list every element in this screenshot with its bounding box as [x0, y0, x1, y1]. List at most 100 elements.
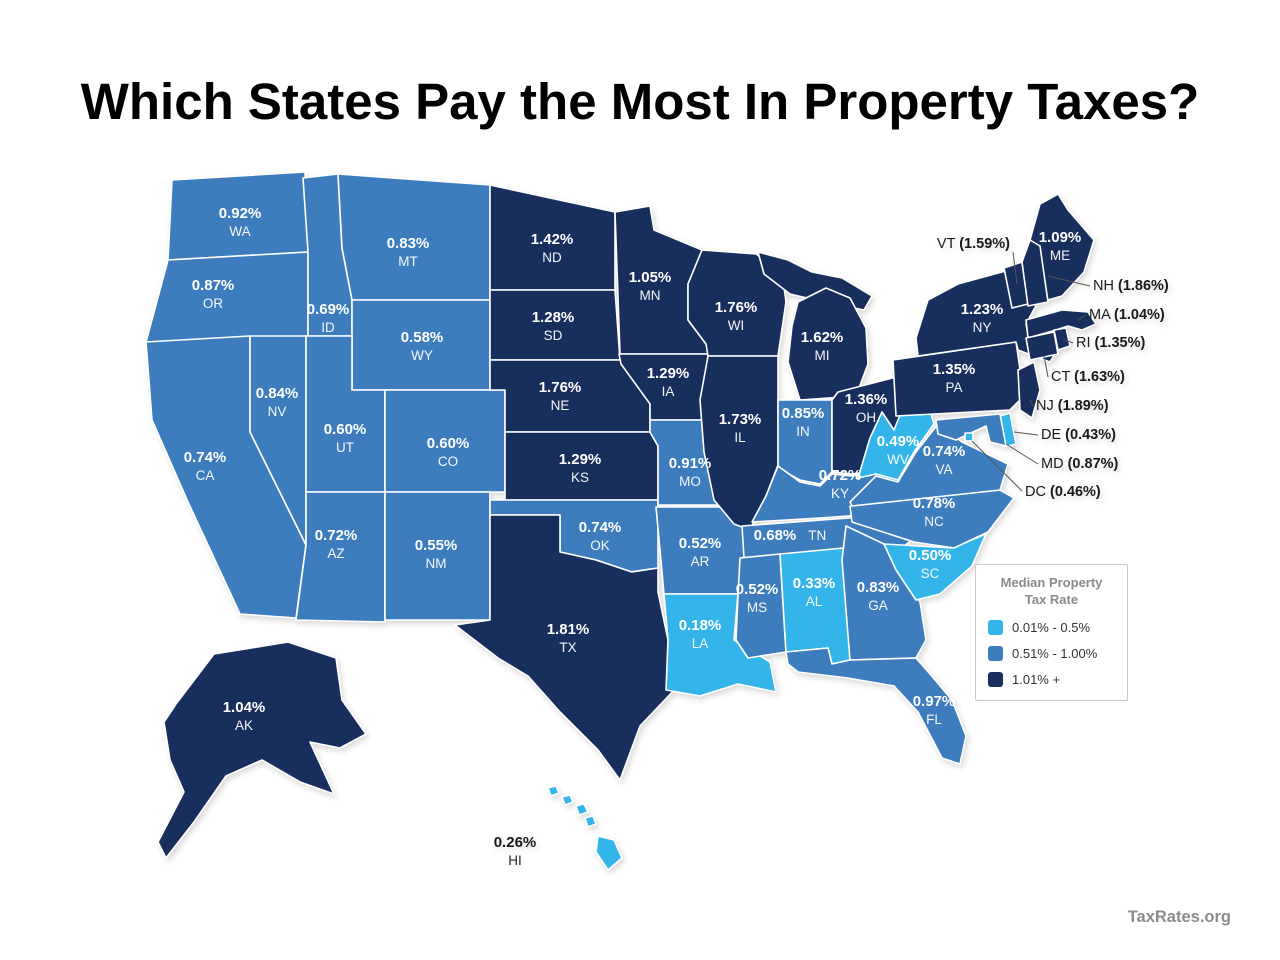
- callout-line-RI: [1064, 339, 1074, 344]
- state-callout-MD: MD (0.87%): [1041, 456, 1119, 472]
- state-abbr-SC: SC: [921, 566, 940, 581]
- state-abbr-KY: KY: [831, 486, 849, 501]
- state-callout-NJ: NJ (1.89%): [1036, 398, 1109, 414]
- state-shape-DC: [964, 432, 974, 442]
- state-rate-ME: 1.09%: [1039, 229, 1082, 246]
- state-shape-HI: [561, 794, 574, 806]
- legend-title-line2: Tax Rate: [1024, 591, 1079, 607]
- state-rate-WI: 1.76%: [715, 299, 758, 316]
- state-abbr-MI: MI: [815, 348, 830, 363]
- state-rate-CO: 0.60%: [427, 435, 470, 452]
- state-rate-GA: 0.83%: [857, 579, 900, 596]
- state-abbr-NV: NV: [268, 404, 287, 419]
- state-abbr-CO: CO: [438, 454, 458, 469]
- state-rate-HI: 0.26%: [494, 834, 537, 851]
- state-abbr-AR: AR: [691, 554, 710, 569]
- state-rate-NY: 1.23%: [961, 301, 1004, 318]
- legend-swatch-low: [988, 619, 1003, 635]
- state-abbr-OR: OR: [203, 296, 224, 311]
- state-rate-NE: 1.76%: [539, 379, 582, 396]
- state-shape-NC: [849, 489, 1015, 549]
- state-abbr-LA: LA: [692, 636, 709, 651]
- legend-title: Median Property Tax Rate: [988, 575, 1115, 609]
- state-rate-WV: 0.49%: [877, 433, 920, 450]
- state-shape-MD: [935, 413, 1007, 447]
- legend-label-low: 0.01% - 0.5%: [1012, 619, 1091, 635]
- state-callout-VT: VT (1.59%): [937, 236, 1010, 252]
- state-abbr-AZ: AZ: [327, 546, 344, 561]
- state-abbr-IA: IA: [662, 384, 675, 399]
- legend-label-high: 1.01% +: [1012, 671, 1061, 687]
- state-rate-NM: 0.55%: [415, 537, 458, 554]
- state-rate-LA: 0.18%: [679, 617, 722, 634]
- state-shape-FL: [785, 647, 967, 765]
- state-callout-DE: DE (0.43%): [1041, 427, 1116, 443]
- state-shape-OR: [145, 251, 309, 343]
- state-rate-WY: 0.58%: [401, 329, 444, 346]
- legend-title-line1: Median Property: [1000, 575, 1103, 590]
- legend-swatch-high: [988, 671, 1003, 687]
- state-rate-ND: 1.42%: [531, 231, 574, 248]
- state-abbr-ID: ID: [321, 320, 335, 335]
- state-rate-FL: 0.97%: [913, 693, 956, 710]
- state-shape-PA: [892, 341, 1025, 417]
- state-rate-SC: 0.50%: [909, 547, 952, 564]
- state-abbr-FL: FL: [926, 712, 942, 727]
- state-rate-AR: 0.52%: [679, 535, 722, 552]
- state-rate-VA: 0.74%: [923, 443, 966, 460]
- state-callout-DC: DC (0.46%): [1025, 484, 1101, 500]
- state-abbr-AL: AL: [806, 594, 823, 609]
- state-rate-TX: 1.81%: [547, 621, 590, 638]
- state-callout-RI: RI (1.35%): [1076, 335, 1145, 351]
- state-shape-HI: [575, 803, 589, 816]
- state-rate-OH: 1.36%: [845, 391, 888, 408]
- callout-line-MA: [1077, 314, 1087, 321]
- state-shape-NH: [1021, 239, 1049, 307]
- state-rate-MI: 1.62%: [801, 329, 844, 346]
- state-rate-PA: 1.35%: [933, 361, 976, 378]
- state-shape-HI: [595, 835, 623, 871]
- state-abbr-PA: PA: [945, 380, 962, 395]
- state-abbr-OK: OK: [590, 538, 610, 553]
- state-rate-SD: 1.28%: [532, 309, 575, 326]
- state-abbr-SD: SD: [544, 328, 563, 343]
- state-shape-AZ: [295, 491, 386, 623]
- state-rate-AZ: 0.72%: [315, 527, 358, 544]
- state-abbr-CA: CA: [196, 468, 215, 483]
- state-shape-ME: [1029, 193, 1095, 301]
- state-shape-MI: [787, 287, 869, 401]
- callout-line-MD: [1005, 443, 1039, 465]
- legend: Median Property Tax Rate 0.01% - 0.5% 0.…: [975, 564, 1128, 701]
- state-rate-KS: 1.29%: [559, 451, 602, 468]
- state-abbr-MN: MN: [640, 288, 661, 303]
- state-shape-LA: [663, 593, 777, 697]
- state-rate-MT: 0.83%: [387, 235, 430, 252]
- state-abbr-UT: UT: [336, 440, 354, 455]
- state-abbr-NC: NC: [924, 514, 944, 529]
- state-abbr-AK: AK: [235, 718, 253, 733]
- state-rate-IA: 1.29%: [647, 365, 690, 382]
- state-abbr-NY: NY: [973, 320, 992, 335]
- state-rate-UT: 0.60%: [324, 421, 367, 438]
- state-rate-IN: 0.85%: [782, 405, 825, 422]
- state-rate-CA: 0.74%: [184, 449, 227, 466]
- state-abbr-ME: ME: [1050, 248, 1070, 263]
- state-abbr-MS: MS: [747, 600, 767, 615]
- state-abbr-MT: MT: [398, 254, 418, 269]
- callout-line-DE: [1013, 431, 1039, 436]
- callout-line-VT: [1012, 251, 1018, 285]
- state-abbr-NM: NM: [426, 556, 447, 571]
- legend-item-low: 0.01% - 0.5%: [988, 619, 1115, 635]
- state-rate-MO: 0.91%: [669, 455, 712, 472]
- state-label-TN: 0.68% TN: [754, 527, 827, 544]
- state-abbr-IN: IN: [796, 424, 810, 439]
- state-rate-NV: 0.84%: [256, 385, 299, 402]
- state-rate-OK: 0.74%: [579, 519, 622, 536]
- legend-item-high: 1.01% +: [988, 671, 1115, 687]
- state-abbr-MO: MO: [679, 474, 701, 489]
- page-title: Which States Pay the Most In Property Ta…: [80, 73, 1200, 130]
- state-abbr-KS: KS: [571, 470, 589, 485]
- state-abbr-WI: WI: [728, 318, 745, 333]
- callout-line-NJ: [1029, 399, 1034, 407]
